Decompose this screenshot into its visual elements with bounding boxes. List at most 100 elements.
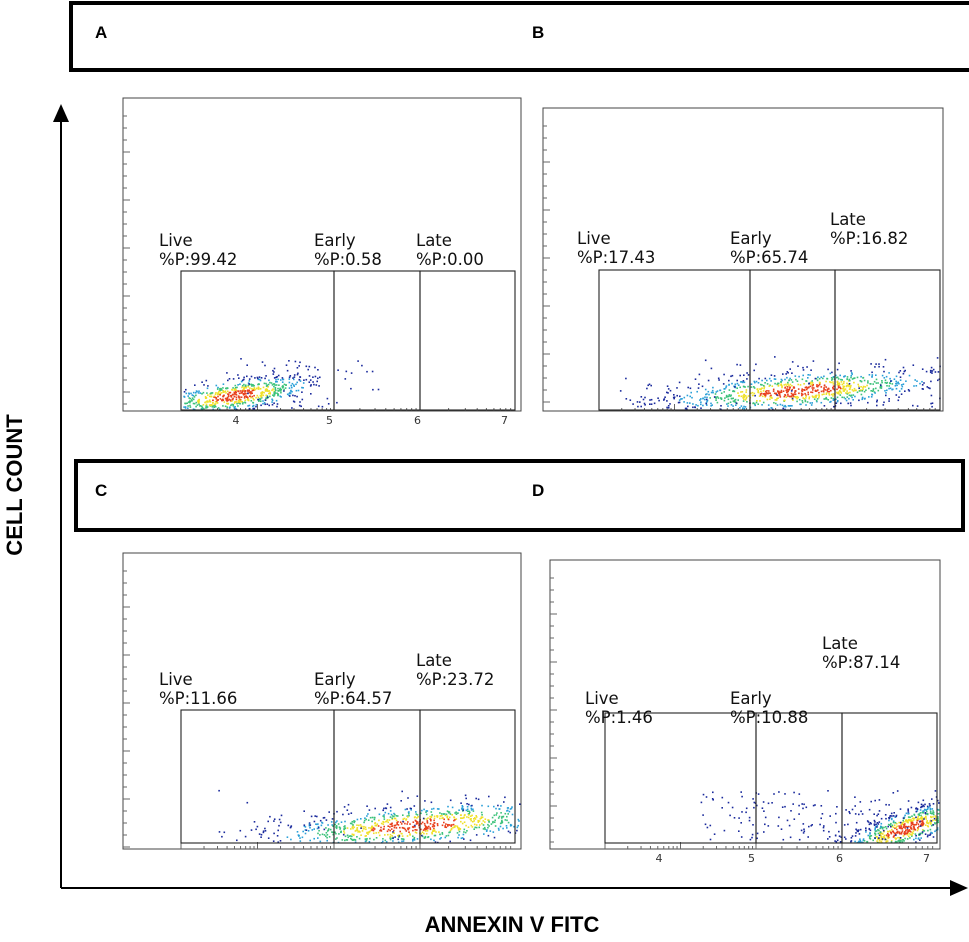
event-dot: [929, 820, 931, 822]
event-dot: [760, 383, 762, 386]
event-dot: [721, 796, 724, 799]
event-dot: [917, 823, 920, 825]
event-dot: [785, 405, 787, 408]
event-dot: [918, 825, 920, 828]
event-dot: [353, 826, 355, 829]
event-dot: [861, 390, 864, 392]
event-dot: [737, 399, 739, 401]
event-dot: [876, 814, 878, 817]
event-dot: [913, 838, 915, 841]
event-dot: [233, 395, 236, 398]
event-dot: [907, 818, 910, 821]
event-dot: [473, 828, 475, 830]
event-dot: [811, 395, 814, 397]
event-dot: [248, 407, 251, 410]
event-dot: [366, 815, 368, 817]
event-dot: [404, 822, 406, 825]
event-dot: [753, 380, 756, 383]
event-dot: [920, 820, 922, 822]
event-dot: [809, 402, 812, 404]
event-dot: [218, 390, 220, 393]
event-dot: [229, 399, 232, 401]
event-dot: [728, 379, 730, 382]
event-dot: [929, 804, 931, 807]
gate-percent-early: %P:10.88: [730, 708, 808, 727]
event-dot: [353, 821, 355, 824]
event-dot: [921, 820, 923, 823]
event-dot: [765, 392, 768, 394]
event-dot: [905, 825, 908, 828]
event-dot: [405, 830, 408, 832]
event-dot: [472, 808, 474, 811]
event-dot: [859, 840, 862, 842]
event-dot: [747, 385, 749, 388]
event-dot: [468, 803, 470, 806]
event-dot: [291, 390, 293, 393]
event-dot: [277, 390, 279, 392]
event-dot: [217, 399, 219, 401]
event-dot: [766, 398, 769, 401]
event-dot: [232, 387, 234, 389]
event-dot: [481, 804, 483, 807]
event-dot: [311, 829, 314, 831]
event-dot: [273, 394, 276, 396]
event-dot: [251, 395, 254, 398]
event-dot: [832, 381, 834, 383]
event-dot: [423, 832, 425, 835]
event-dot: [818, 394, 820, 396]
event-dot: [343, 832, 346, 834]
event-dot: [804, 400, 807, 403]
gate-label-early: Early: [314, 231, 356, 250]
event-dot: [885, 392, 887, 394]
event-dot: [917, 828, 919, 830]
event-dot: [902, 826, 905, 828]
event-dot: [243, 397, 246, 399]
row-header-bottom: [74, 459, 965, 532]
event-dot: [471, 804, 473, 807]
event-dot: [883, 830, 885, 833]
event-dot: [773, 793, 775, 795]
event-dot: [498, 815, 501, 818]
event-dot: [896, 828, 898, 831]
event-dot: [226, 400, 228, 402]
event-dot: [219, 398, 222, 400]
event-dot: [912, 819, 915, 821]
event-dot: [902, 372, 905, 375]
event-dot: [884, 814, 887, 816]
event-dot: [825, 398, 828, 400]
event-dot: [776, 404, 779, 406]
event-dot: [397, 841, 400, 844]
event-dot: [742, 397, 744, 399]
event-dot: [461, 837, 464, 839]
event-dot: [825, 392, 828, 394]
event-dot: [233, 402, 236, 404]
event-dot: [932, 819, 934, 821]
event-dot: [917, 815, 920, 818]
event-dot: [203, 384, 205, 386]
event-dot: [764, 382, 766, 384]
event-dot: [716, 401, 719, 404]
event-dot: [299, 361, 301, 364]
event-dot: [298, 834, 300, 837]
event-dot: [867, 401, 869, 404]
event-dot: [811, 382, 814, 384]
event-dot: [822, 829, 825, 832]
event-dot: [431, 814, 433, 816]
event-dot: [881, 381, 883, 384]
event-dot: [727, 402, 730, 405]
event-dot: [869, 829, 872, 832]
event-dot: [851, 396, 853, 399]
event-dot: [309, 824, 312, 826]
event-dot: [467, 813, 470, 815]
event-dot: [915, 837, 917, 840]
event-dot: [750, 392, 752, 395]
event-dot: [257, 388, 260, 390]
event-dot: [197, 400, 199, 402]
event-dot: [715, 396, 717, 398]
event-dot: [302, 830, 304, 833]
event-dot: [783, 395, 786, 398]
event-dot: [864, 397, 866, 400]
event-dot: [240, 358, 242, 360]
event-dot: [888, 824, 891, 826]
event-dot: [906, 827, 909, 829]
